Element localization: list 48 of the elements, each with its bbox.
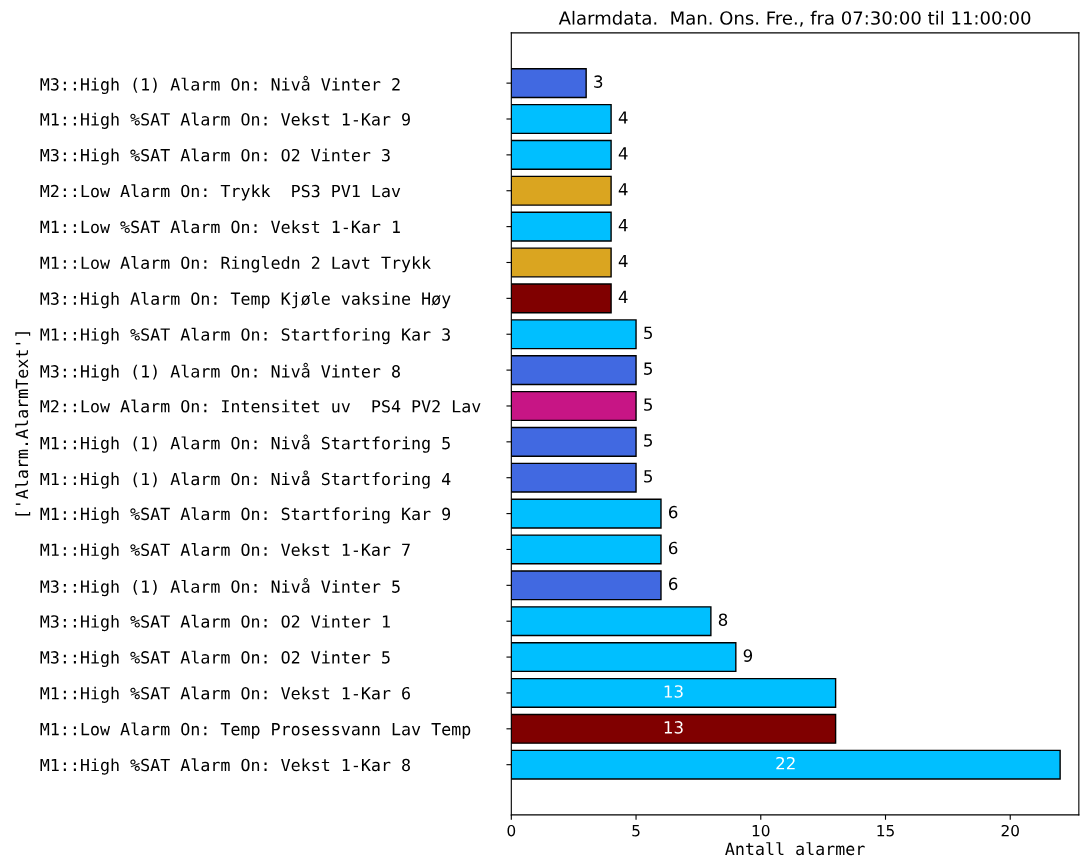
data-label: 5 — [644, 362, 652, 375]
y-tick-label: M3::High %SAT Alarm On: O2 Vinter 1 — [40, 614, 390, 632]
y-tick-label: M1::High %SAT Alarm On: Vekst 1-Kar 9 — [40, 112, 410, 129]
data-label: 9 — [743, 649, 753, 662]
y-axis-title: ['Alarm.AlarmText'] — [15, 332, 31, 516]
data-label: 13 — [664, 721, 683, 734]
y-tick-label: M1::High %SAT Alarm On: Vekst 1-Kar 6 — [40, 686, 410, 703]
y-tick-label: M1::Low Alarm On: Ringledn 2 Lavt Trykk — [40, 256, 431, 273]
x-tick-label: 20 — [1001, 824, 1019, 837]
y-tick-label: M1::High %SAT Alarm On: Startforing Kar 3 — [40, 327, 450, 345]
y-tick-label: M1::High (1) Alarm On: Nivå Startforing 5 — [40, 434, 450, 453]
x-tick-label: 5 — [632, 825, 640, 837]
x-tick-label: 0 — [507, 824, 516, 837]
data-label: 5 — [644, 434, 652, 447]
x-tick-label: 10 — [752, 824, 770, 837]
data-label: 13 — [664, 685, 683, 698]
data-label: 6 — [668, 505, 678, 519]
data-label: 22 — [776, 756, 795, 770]
data-label: 3 — [594, 75, 603, 88]
data-label: 5 — [644, 470, 652, 483]
y-tick-label: M1::High %SAT Alarm On: Vekst 1-Kar 8 — [40, 758, 410, 775]
data-label: 5 — [644, 398, 652, 411]
y-tick-label: M3::High %SAT Alarm On: O2 Vinter 5 — [40, 650, 390, 668]
data-label: 4 — [618, 147, 628, 160]
y-tick-label: M3::High %SAT Alarm On: O2 Vinter 3 — [40, 148, 390, 165]
y-tick-label: M2::Low Alarm On: Intensitet uv PS4 PV2 Lav — [40, 399, 481, 413]
y-tick-label: M3::High (1) Alarm On: Nivå Vinter 2 — [40, 75, 400, 95]
data-label: 4 — [618, 183, 628, 196]
x-axis-title: Antall alarmer — [725, 842, 865, 856]
data-label: 8 — [718, 613, 728, 627]
x-tick-label: 15 — [877, 825, 894, 837]
y-tick-label: M3::High (1) Alarm On: Nivå Vinter 8 — [40, 362, 400, 381]
y-tick-label: M3::High Alarm On: Temp Kjøle vaksine Høy — [40, 291, 451, 309]
data-label: 4 — [618, 290, 628, 303]
y-tick-label: M3::High (1) Alarm On: Nivå Vinter 5 — [40, 578, 400, 597]
y-tick-label: M1::Low %SAT Alarm On: Vekst 1-Kar 1 — [40, 220, 400, 234]
y-tick-label: M1::High (1) Alarm On: Nivå Startforing 4 — [40, 470, 451, 489]
chart-title: Alarmdata. Man. Ons. Fre., fra 07:30:00 til 11:00:00 — [558, 10, 1031, 27]
y-tick-label: M1::Low Alarm On: Temp Prosessvann Lav Temp — [40, 722, 471, 739]
data-label: 4 — [618, 219, 628, 232]
data-label: 4 — [618, 111, 628, 124]
y-tick-label: M2::Low Alarm On: Trykk PS3 PV1 Lav — [40, 184, 401, 201]
y-tick-label: M1::High %SAT Alarm On: Vekst 1-Kar 7 — [40, 543, 410, 560]
data-label: 5 — [644, 326, 652, 340]
data-label: 4 — [618, 254, 628, 268]
data-label: 6 — [668, 541, 678, 555]
data-label: 6 — [668, 577, 678, 591]
y-tick-label: M1::High %SAT Alarm On: Startforing Kar 9 — [40, 507, 451, 524]
